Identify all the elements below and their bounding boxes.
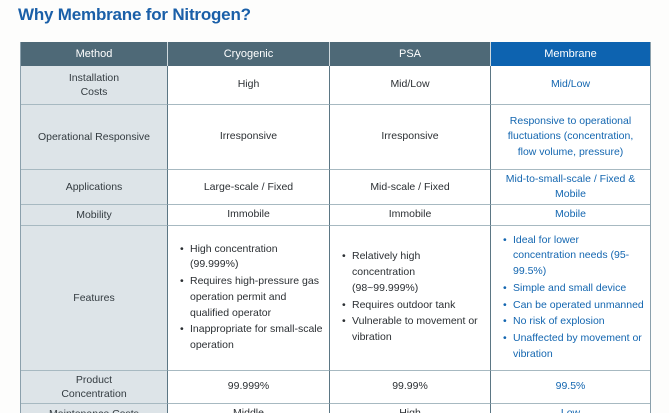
feature-item: Unaffected by movement or vibration (503, 331, 644, 363)
row-label-mobility: Mobility (21, 205, 168, 226)
cell-features-membrane: Ideal for lower concentration needs (95-… (491, 225, 650, 371)
cell-mobility-membrane: Mobile (491, 205, 650, 226)
cell-mobility-cryogenic: Immobile (168, 205, 330, 226)
table-row-operational-responsive: Operational Responsive Irresponsive Irre… (21, 105, 650, 170)
cell-product-psa: 99.99% (330, 370, 491, 404)
cell-applications-psa: Mid-scale / Fixed (330, 170, 491, 206)
feature-item: Inappropriate for small-scale operation (180, 322, 323, 354)
cell-operational-cryogenic: Irresponsive (168, 105, 330, 170)
row-label-features: Features (21, 225, 168, 371)
column-header-method: Method (21, 42, 168, 66)
cell-operational-psa: Irresponsive (330, 105, 491, 170)
table-row-maintenance-costs: Maintenance Costs Middle High Low (21, 404, 650, 413)
feature-item: Vulnerable to movement or vibration (342, 314, 484, 346)
cell-maintenance-membrane: Low (491, 404, 650, 413)
column-header-psa: PSA (330, 42, 491, 66)
feature-item: Relatively high concentration (98~99.999… (342, 249, 484, 296)
table-row-product-concentration: Product Concentration 99.999% 99.99% 99.… (21, 370, 650, 404)
cell-maintenance-cryogenic: Middle (168, 404, 330, 413)
cell-installation-membrane: Mid/Low (491, 66, 650, 105)
table-row-features: Features High concentration (99.999%) Re… (21, 225, 650, 371)
cell-features-cryogenic: High concentration (99.999%) Requires hi… (168, 225, 330, 371)
cell-mobility-psa: Immobile (330, 205, 491, 226)
cell-maintenance-psa: High (330, 404, 491, 413)
cell-product-cryogenic: 99.999% (168, 370, 330, 404)
cell-features-psa: Relatively high concentration (98~99.999… (330, 225, 491, 371)
column-header-cryogenic: Cryogenic (168, 42, 330, 66)
row-label-maintenance-costs: Maintenance Costs (21, 404, 168, 413)
method-comparison-table: Method Cryogenic PSA Membrane Installati… (21, 42, 650, 413)
cell-applications-cryogenic: Large-scale / Fixed (168, 170, 330, 206)
row-label-applications: Applications (21, 170, 168, 206)
row-label-installation-costs: Installation Costs (21, 66, 168, 105)
features-list-cryogenic: High concentration (99.999%) Requires hi… (180, 242, 323, 354)
table-row-installation-costs: Installation Costs High Mid/Low Mid/Low (21, 66, 650, 105)
feature-item: Requires high-pressure gas operation per… (180, 274, 323, 321)
feature-item: No risk of explosion (503, 314, 644, 330)
cell-installation-cryogenic: High (168, 66, 330, 105)
feature-item: Requires outdoor tank (342, 298, 484, 314)
features-list-psa: Relatively high concentration (98~99.999… (342, 249, 484, 346)
column-header-membrane: Membrane (491, 42, 650, 66)
comparison-table: Method Cryogenic PSA Membrane Installati… (20, 42, 651, 413)
row-label-operational-responsive: Operational Responsive (21, 105, 168, 170)
page-title: Why Membrane for Nitrogen? (18, 5, 251, 24)
cell-installation-psa: Mid/Low (330, 66, 491, 105)
row-label-product-concentration: Product Concentration (21, 370, 168, 404)
feature-item: Simple and small device (503, 281, 644, 297)
cell-applications-membrane: Mid-to-small-scale / Fixed & Mobile (491, 170, 650, 206)
header-row: Method Cryogenic PSA Membrane (21, 42, 650, 66)
feature-item: Can be operated unmanned (503, 298, 644, 314)
features-list-membrane: Ideal for lower concentration needs (95-… (503, 233, 644, 363)
feature-item: Ideal for lower concentration needs (95-… (503, 233, 644, 280)
feature-item: High concentration (99.999%) (180, 242, 323, 274)
table-row-mobility: Mobility Immobile Immobile Mobile (21, 205, 650, 226)
cell-operational-membrane: Responsive to operational fluctuations (… (491, 105, 650, 170)
table-row-applications: Applications Large-scale / Fixed Mid-sca… (21, 170, 650, 206)
cell-product-membrane: 99.5% (491, 370, 650, 404)
